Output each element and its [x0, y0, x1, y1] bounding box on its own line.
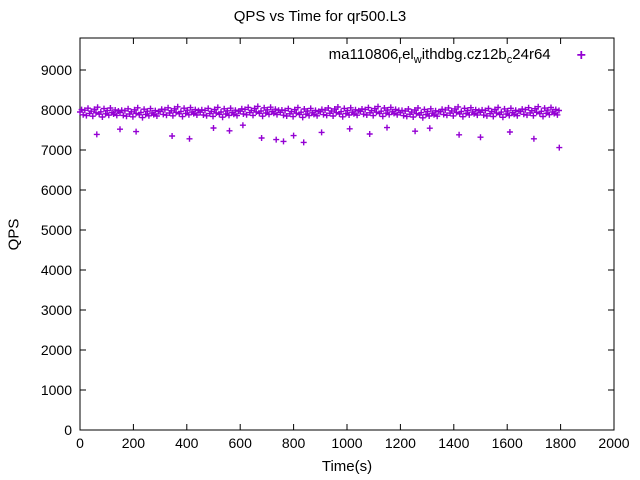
svg-text:1800: 1800 [545, 435, 576, 451]
svg-text:5000: 5000 [41, 222, 72, 238]
svg-text:7000: 7000 [41, 142, 72, 158]
chart-title: QPS vs Time for qr500.L3 [233, 8, 407, 25]
svg-text:0: 0 [76, 435, 84, 451]
svg-text:1400: 1400 [438, 435, 469, 451]
svg-text:200: 200 [122, 435, 146, 451]
plus-marker-icon: + [576, 47, 586, 64]
svg-text:400: 400 [175, 435, 199, 451]
svg-text:6000: 6000 [41, 182, 72, 198]
svg-text:4000: 4000 [41, 262, 72, 278]
svg-text:2000: 2000 [41, 342, 72, 358]
svg-text:800: 800 [282, 435, 306, 451]
svg-text:1000: 1000 [331, 435, 362, 451]
svg-text:600: 600 [229, 435, 253, 451]
svg-text:0: 0 [64, 422, 72, 438]
svg-text:1000: 1000 [41, 382, 72, 398]
x-axis-label: Time(s) [321, 458, 373, 475]
y-axis-label: QPS [5, 218, 23, 251]
svg-text:1600: 1600 [492, 435, 523, 451]
svg-text:8000: 8000 [41, 102, 72, 118]
legend: ma110806relwithdbg.cz12bc24r64 + [230, 46, 586, 66]
svg-text:2000: 2000 [598, 435, 629, 451]
legend-label: ma110806relwithdbg.cz12bc24r64 [328, 46, 551, 66]
svg-text:3000: 3000 [41, 302, 72, 318]
svg-text:1200: 1200 [385, 435, 416, 451]
svg-text:9000: 9000 [41, 62, 72, 78]
